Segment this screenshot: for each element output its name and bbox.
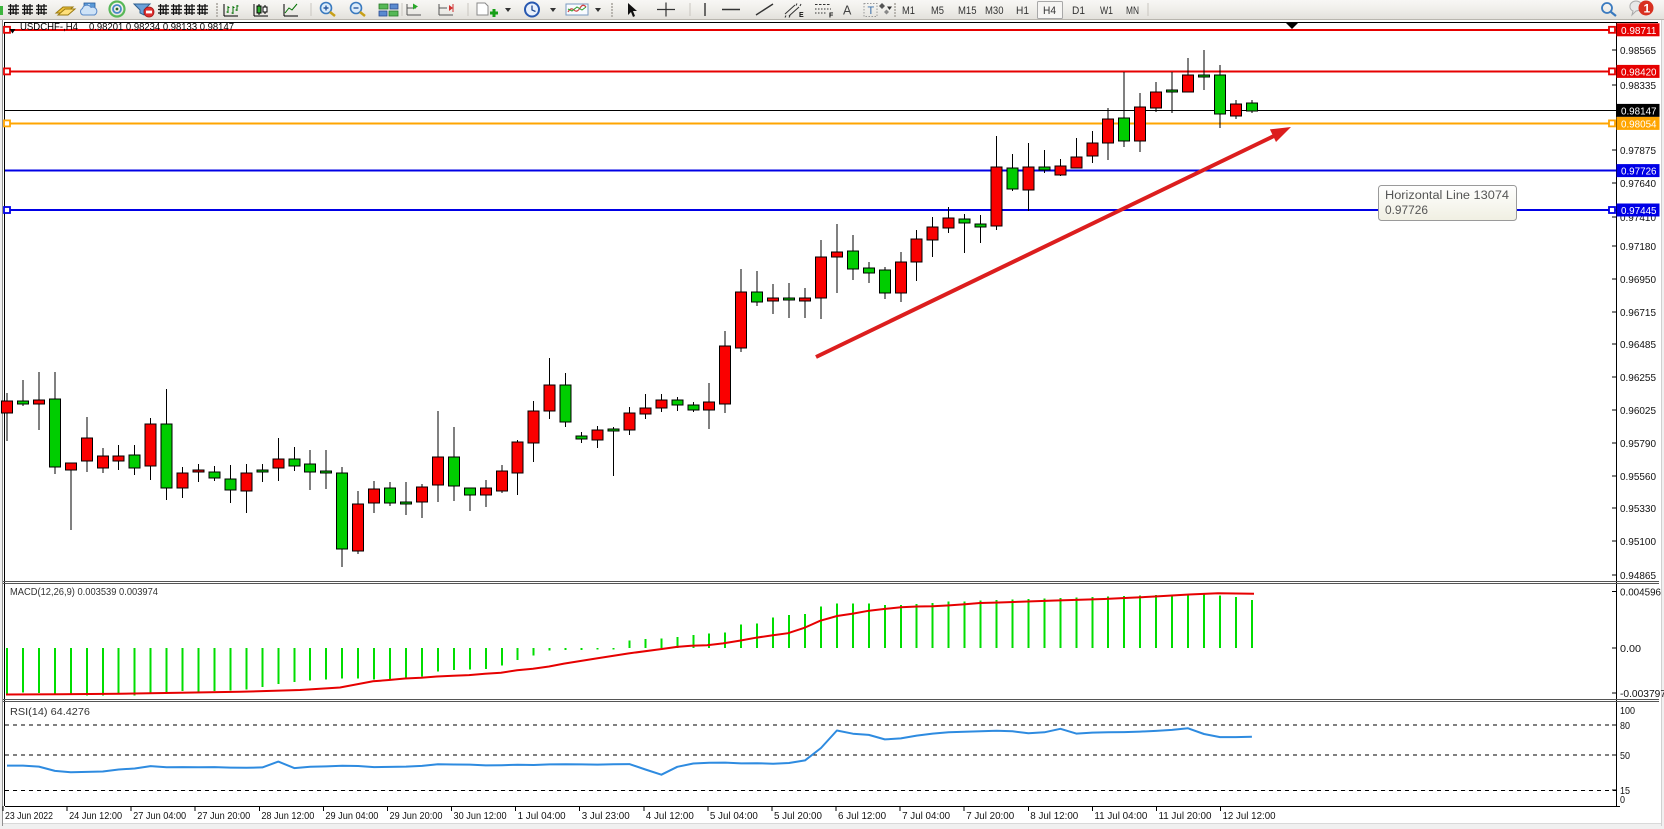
svg-text:M1: M1 bbox=[902, 5, 915, 17]
svg-text:15: 15 bbox=[1620, 785, 1630, 797]
svg-text:MACD(12,26,9) 0.003539 0.00397: MACD(12,26,9) 0.003539 0.003974 bbox=[10, 586, 158, 598]
svg-text:M30: M30 bbox=[985, 5, 1004, 17]
svg-text:M5: M5 bbox=[931, 5, 944, 17]
svg-text:0.98420: 0.98420 bbox=[1621, 66, 1657, 78]
svg-text:0.95560: 0.95560 bbox=[1620, 471, 1656, 483]
svg-text:50: 50 bbox=[1620, 750, 1630, 762]
svg-text:0.96715: 0.96715 bbox=[1620, 307, 1656, 319]
svg-text:5 Jul 04:00: 5 Jul 04:00 bbox=[710, 810, 758, 822]
svg-text:0.95790: 0.95790 bbox=[1620, 438, 1656, 450]
svg-text:30 Jun 12:00: 30 Jun 12:00 bbox=[454, 810, 507, 822]
svg-text:23 Jun 2022: 23 Jun 2022 bbox=[5, 810, 53, 822]
svg-text:7 Jul 20:00: 7 Jul 20:00 bbox=[966, 810, 1014, 822]
svg-text:0.97640: 0.97640 bbox=[1620, 178, 1656, 190]
svg-text:100: 100 bbox=[1620, 705, 1635, 717]
svg-text:0.00: 0.00 bbox=[1620, 643, 1641, 655]
svg-text:12 Jul 12:00: 12 Jul 12:00 bbox=[1223, 810, 1276, 822]
svg-text:0.95100: 0.95100 bbox=[1620, 536, 1656, 548]
svg-text:H4: H4 bbox=[1043, 5, 1056, 17]
svg-text:0.97180: 0.97180 bbox=[1620, 241, 1656, 253]
svg-text:0.98565: 0.98565 bbox=[1620, 45, 1656, 57]
svg-text:0.98711: 0.98711 bbox=[1621, 25, 1657, 37]
svg-text:0.98054: 0.98054 bbox=[1621, 118, 1657, 130]
svg-text:0.98147: 0.98147 bbox=[1621, 105, 1657, 117]
svg-text:0.97726: 0.97726 bbox=[1621, 166, 1657, 178]
svg-text:MN: MN bbox=[1126, 5, 1139, 17]
svg-text:H1: H1 bbox=[1016, 5, 1029, 17]
svg-text:0.98201 0.98234 0.98133 0.9814: 0.98201 0.98234 0.98133 0.98147 bbox=[89, 21, 234, 33]
svg-text:7 Jul 04:00: 7 Jul 04:00 bbox=[902, 810, 950, 822]
svg-text:11 Jul 20:00: 11 Jul 20:00 bbox=[1158, 810, 1211, 822]
svg-text:0.98335: 0.98335 bbox=[1620, 80, 1656, 92]
svg-text:T: T bbox=[868, 5, 875, 17]
svg-text:0.94865: 0.94865 bbox=[1620, 570, 1656, 582]
svg-text:29 Jun 20:00: 29 Jun 20:00 bbox=[389, 810, 442, 822]
svg-text:80: 80 bbox=[1620, 720, 1630, 732]
svg-text:Horizontal Line 13074: Horizontal Line 13074 bbox=[1385, 190, 1510, 202]
svg-text:-0.003797: -0.003797 bbox=[1620, 688, 1664, 700]
svg-text:0.004596: 0.004596 bbox=[1620, 587, 1661, 599]
svg-text:0: 0 bbox=[1620, 794, 1625, 806]
svg-text:0.96025: 0.96025 bbox=[1620, 405, 1656, 417]
svg-text:0.97726: 0.97726 bbox=[1385, 205, 1428, 217]
svg-text:8 Jul 12:00: 8 Jul 12:00 bbox=[1030, 810, 1078, 822]
svg-text:3 Jul 23:00: 3 Jul 23:00 bbox=[582, 810, 630, 822]
svg-text:24 Jun 12:00: 24 Jun 12:00 bbox=[69, 810, 122, 822]
svg-text:0.97445: 0.97445 bbox=[1621, 205, 1657, 217]
svg-text:0.95330: 0.95330 bbox=[1620, 503, 1656, 515]
svg-text:W1: W1 bbox=[1100, 5, 1113, 17]
svg-text:11 Jul 04:00: 11 Jul 04:00 bbox=[1094, 810, 1147, 822]
svg-text:A: A bbox=[843, 4, 852, 18]
svg-text:USDCHF-,H4: USDCHF-,H4 bbox=[20, 21, 78, 33]
svg-text:6 Jul 12:00: 6 Jul 12:00 bbox=[838, 810, 886, 822]
svg-text:27 Jun 20:00: 27 Jun 20:00 bbox=[197, 810, 250, 822]
svg-text:RSI(14) 64.4276: RSI(14) 64.4276 bbox=[10, 706, 90, 718]
svg-text:4 Jul 12:00: 4 Jul 12:00 bbox=[646, 810, 694, 822]
svg-text:0.96255: 0.96255 bbox=[1620, 372, 1656, 384]
svg-text:1 Jul 04:00: 1 Jul 04:00 bbox=[518, 810, 566, 822]
svg-text:27 Jun 04:00: 27 Jun 04:00 bbox=[133, 810, 186, 822]
svg-text:F: F bbox=[829, 13, 834, 20]
svg-text:28 Jun 12:00: 28 Jun 12:00 bbox=[261, 810, 314, 822]
svg-text:0.96485: 0.96485 bbox=[1620, 339, 1656, 351]
svg-text:M15: M15 bbox=[958, 5, 977, 17]
svg-text:1: 1 bbox=[1644, 2, 1651, 16]
svg-text:0.97875: 0.97875 bbox=[1620, 145, 1656, 157]
svg-text:29 Jun 04:00: 29 Jun 04:00 bbox=[325, 810, 378, 822]
svg-text:5 Jul 20:00: 5 Jul 20:00 bbox=[774, 810, 822, 822]
svg-text:D1: D1 bbox=[1072, 5, 1085, 17]
svg-text:0.96950: 0.96950 bbox=[1620, 274, 1656, 286]
svg-text:E: E bbox=[799, 12, 804, 19]
